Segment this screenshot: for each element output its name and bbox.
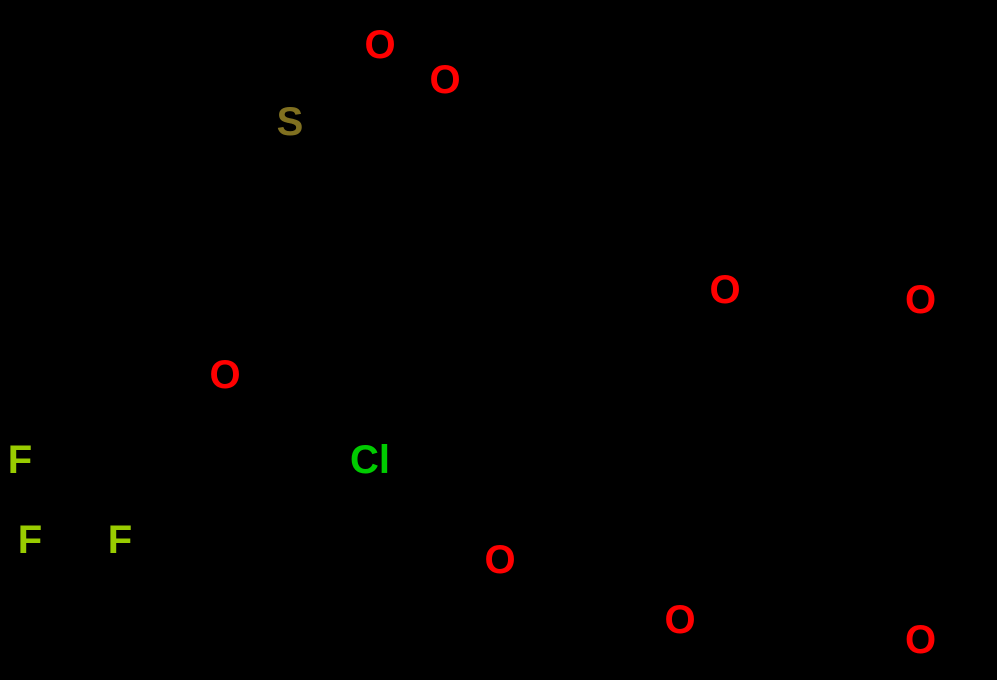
atom-label-F3: F (108, 518, 132, 562)
atom-label-S: S (277, 100, 304, 144)
atom-label-O_lowC_left: O (484, 538, 515, 582)
atom-label-O_cooh2_dbl: O (664, 598, 695, 642)
atom-label-F1: F (8, 438, 32, 482)
atom-label-O_cooh1_dbl: O (709, 268, 740, 312)
atom-label-OH2: OH (905, 618, 965, 662)
atom-label-O_S_up: O (364, 23, 395, 67)
atom-label-O_left: O (209, 353, 240, 397)
atom-label-OH1: OH (905, 278, 965, 322)
molecule-diagram: SOOOFFFClOOHOOOH (0, 0, 997, 680)
atom-label-Cl: Cl (350, 438, 390, 482)
atom-label-O_S_right: O (429, 58, 460, 102)
atom-label-F2: F (18, 518, 42, 562)
